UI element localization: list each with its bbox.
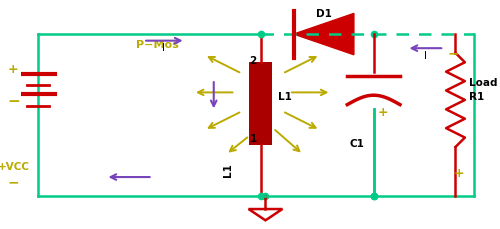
Text: 1: 1 <box>250 134 257 144</box>
Polygon shape <box>294 13 354 55</box>
Text: D1: D1 <box>316 9 332 19</box>
Text: −: − <box>448 46 460 61</box>
Text: C1: C1 <box>350 139 364 149</box>
Text: P−Mos: P−Mos <box>136 40 178 50</box>
Text: +VCC: +VCC <box>0 162 30 172</box>
Text: +: + <box>8 63 18 76</box>
Text: I: I <box>162 43 166 53</box>
Text: L1: L1 <box>278 92 291 102</box>
Bar <box>250 62 272 145</box>
Text: I: I <box>424 51 427 60</box>
Polygon shape <box>248 209 282 220</box>
Text: +: + <box>378 106 388 119</box>
Text: Load: Load <box>468 78 497 88</box>
Text: +: + <box>454 167 464 180</box>
Text: L1: L1 <box>223 163 233 177</box>
Text: −: − <box>8 176 19 190</box>
Text: R1: R1 <box>468 92 484 102</box>
Text: 2: 2 <box>250 56 257 66</box>
Text: −: − <box>7 94 20 109</box>
